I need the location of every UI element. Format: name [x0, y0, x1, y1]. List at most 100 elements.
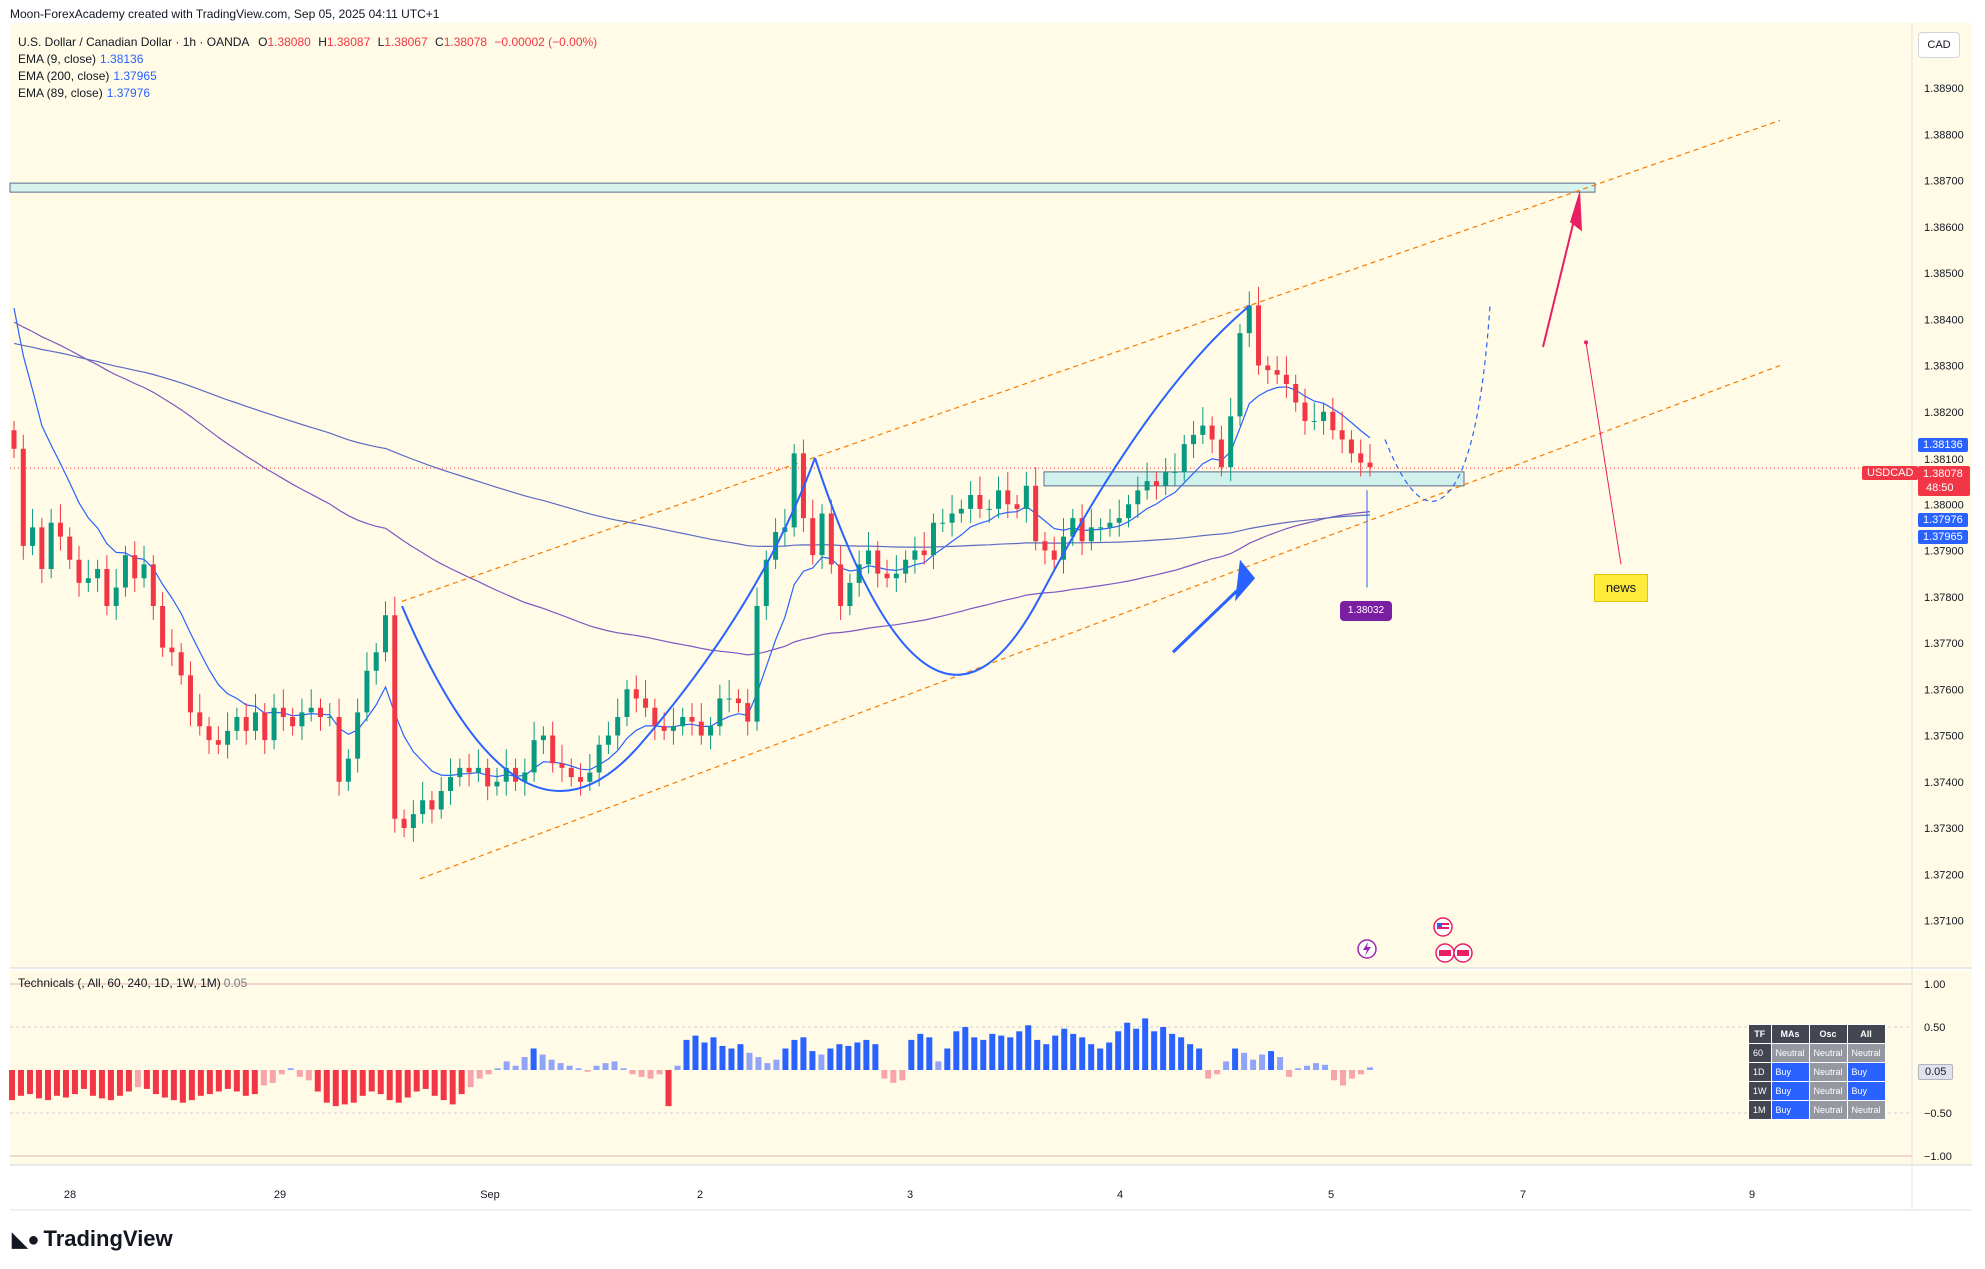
candle-body [1358, 453, 1364, 463]
oscillator-bar [35, 1070, 42, 1099]
candle-body [1172, 471, 1178, 473]
oscillator-bar [1034, 1039, 1041, 1070]
oscillator-bar [1088, 1044, 1095, 1070]
oscillator-bar [422, 1070, 429, 1089]
oscillator-bar [494, 1068, 501, 1070]
candle-body [986, 508, 992, 510]
oscillator-bar [935, 1061, 942, 1070]
oscillator-bar [431, 1070, 438, 1096]
candle-body [1200, 425, 1206, 435]
candle-body [865, 550, 871, 565]
candle-body [410, 814, 416, 828]
candle-body [187, 675, 193, 713]
candle-body [1302, 402, 1308, 421]
oscillator-bar [1052, 1035, 1059, 1070]
oscillator-bar [548, 1059, 555, 1070]
oscillator-bar [836, 1044, 843, 1070]
candle-body [141, 564, 147, 579]
technicals-title: Technicals (, All, 60, 240, 1D, 1W, 1M) [18, 976, 221, 990]
oscillator-bar [674, 1065, 681, 1070]
candle-body [438, 791, 444, 810]
candle-body [1014, 504, 1020, 509]
candle-body [1079, 518, 1085, 542]
price-label-pill[interactable]: 1.38032 [1340, 601, 1392, 621]
candle-body [522, 772, 528, 782]
candle-body [1153, 481, 1159, 486]
candle-body [345, 758, 351, 782]
ca-flag-event-icons[interactable] [1434, 942, 1478, 964]
tradingview-logo[interactable]: ◣● TradingView [12, 1226, 173, 1252]
candle-body [169, 647, 175, 653]
oscillator-bar [413, 1070, 420, 1092]
oscillator-bar [53, 1070, 60, 1096]
oscillator-bar [1286, 1070, 1293, 1077]
oscillator-bar [1169, 1033, 1176, 1070]
oscillator-bar [1115, 1031, 1122, 1070]
oscillator-bar [944, 1048, 951, 1070]
us-flag-event-icon[interactable] [1432, 916, 1454, 938]
price-axis-tick: 1.37200 [1924, 869, 1964, 881]
oscillator-bar [1142, 1018, 1149, 1070]
oscillator-bar [1259, 1054, 1266, 1070]
candle-body [290, 717, 296, 727]
last-price-value: 1.38078 [1923, 468, 1963, 480]
oscillator-bar [314, 1070, 321, 1092]
oscillator-bar [1187, 1044, 1194, 1070]
candle-body [1042, 541, 1048, 551]
candle-body [420, 800, 426, 815]
candle-body [921, 550, 927, 556]
oscillator-bar [1358, 1070, 1365, 1075]
oscillator-bar [404, 1070, 411, 1098]
currency-button[interactable]: CAD [1918, 32, 1960, 58]
oscillator-bar [89, 1070, 96, 1096]
oscillator-bar [890, 1070, 897, 1083]
candle-body [893, 573, 899, 579]
technicals-signal-cell: Buy [1846, 1081, 1886, 1101]
oscillator-bar [593, 1065, 600, 1070]
oscillator-bar [1043, 1044, 1050, 1070]
candle-body [503, 767, 509, 782]
candle-body [930, 522, 936, 556]
ema89-line [13, 321, 1371, 656]
oscillator-bar [395, 1070, 402, 1103]
oscillator-bar [476, 1070, 483, 1079]
price-axis-tick: 1.38700 [1924, 176, 1964, 188]
oscillator-bar [467, 1070, 474, 1088]
candle-body [763, 559, 769, 606]
candle-body [1367, 462, 1373, 468]
candle-body [1348, 439, 1354, 454]
candle-body [568, 767, 574, 778]
oscillator-bar [377, 1070, 384, 1095]
oscillator-bar [620, 1068, 627, 1070]
candle-body [698, 721, 704, 736]
news-label[interactable]: news [1594, 574, 1648, 602]
oscillator-bar [647, 1070, 654, 1079]
candle-body [1293, 384, 1299, 403]
legend-ema9-row[interactable]: EMA (9, close) 1.38136 [18, 51, 597, 68]
technicals-signal-cell: Buy [1770, 1062, 1810, 1082]
legend-ema200-row[interactable]: EMA (200, close) 1.37965 [18, 68, 597, 85]
projected-path [1384, 305, 1491, 502]
technicals-header-cell: Osc [1808, 1024, 1848, 1044]
technicals-legend[interactable]: Technicals (, All, 60, 240, 1D, 1W, 1M) 0… [18, 976, 247, 990]
legend-ema89-row[interactable]: EMA (89, close) 1.37976 [18, 85, 597, 102]
technicals-signal-cell: Neutral [1846, 1100, 1886, 1120]
price-axis-tick: 1.38300 [1924, 361, 1964, 373]
candle-body [884, 573, 890, 579]
oscillator-bar [440, 1070, 447, 1101]
candle-body [466, 767, 472, 773]
candle-body [448, 777, 454, 791]
oscillator-bar [953, 1031, 960, 1070]
trend-arrow-head [1235, 559, 1255, 602]
candle-body [1237, 333, 1243, 417]
price-axis-tick: 1.37600 [1924, 684, 1964, 696]
oscillator-bar [458, 1070, 465, 1095]
price-axis-tick: 1.37300 [1924, 823, 1964, 835]
oscillator-bar [1340, 1070, 1347, 1086]
tradingview-logo-text: TradingView [43, 1226, 173, 1251]
legend-ema200-label: EMA (200, close) [18, 69, 110, 83]
oscillator-bar [557, 1063, 564, 1070]
lightning-event-icon[interactable] [1356, 938, 1378, 960]
candle-body [457, 767, 463, 778]
